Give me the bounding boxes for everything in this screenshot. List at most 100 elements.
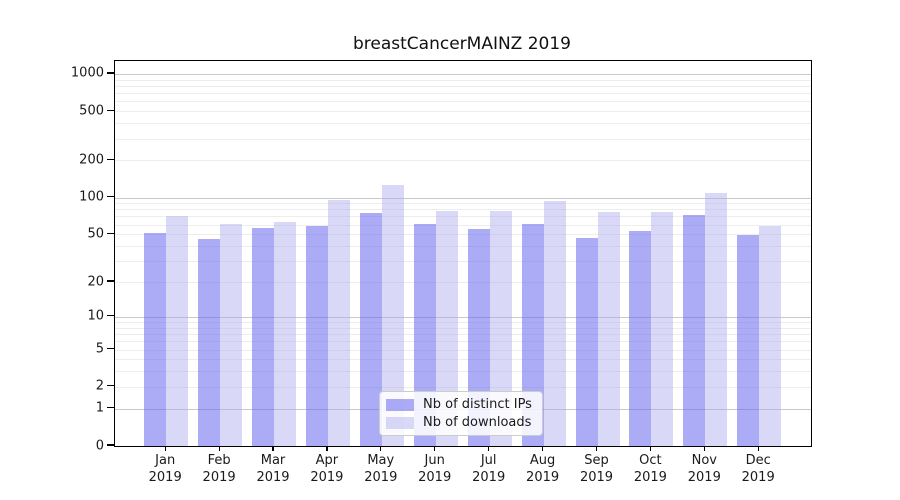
y-tick-label-1000: 1000: [70, 65, 104, 81]
y-tick-label-100: 100: [79, 189, 104, 205]
x-tick-oct: [649, 446, 651, 452]
minor-gridline-2: [115, 386, 811, 388]
x-tick-year-oct: 2019: [633, 469, 667, 485]
x-tick-label-oct: Oct 2019: [618, 453, 682, 486]
x-tick-label-apr: Apr 2019: [295, 453, 359, 486]
bar-dec-distinct-ips: [737, 235, 760, 446]
legend: Nb of distinct IPs Nb of downloads: [379, 391, 543, 436]
y-tick-100: [107, 195, 114, 198]
legend-item-distinct-ips: Nb of distinct IPs: [386, 397, 536, 412]
bar-aug-distinct-ips: [521, 223, 544, 446]
major-gridline-10: [115, 316, 811, 318]
bar-jan-distinct-ips: [144, 233, 167, 446]
x-tick-label-mar: Mar 2019: [241, 453, 305, 486]
y-tick-label-500: 500: [79, 103, 104, 119]
x-tick-month-nov: Nov: [691, 453, 717, 468]
x-tick-jul: [488, 446, 490, 452]
minor-gridline-40: [115, 246, 811, 247]
plot-area: [114, 60, 812, 447]
bar-sep-downloads: [597, 212, 620, 446]
x-tick-aug: [541, 446, 544, 452]
x-tick-label-may: May 2019: [349, 453, 413, 486]
x-tick-year-jul: 2019: [472, 469, 506, 485]
major-gridline-1000: [115, 73, 811, 75]
legend-swatch-downloads: [386, 416, 414, 429]
bar-mar-distinct-ips: [252, 228, 274, 446]
x-tick-year-jun: 2019: [418, 469, 452, 485]
bar-aug-downloads: [543, 201, 566, 446]
major-gridline-100: [115, 197, 811, 199]
bar-may-distinct-ips: [359, 212, 382, 446]
y-tick-label-200: 200: [79, 152, 104, 168]
x-tick-label-dec: Dec 2019: [726, 453, 790, 486]
x-tick-label-aug: Aug 2019: [511, 453, 575, 486]
y-tick-label-10: 10: [87, 308, 104, 324]
bar-feb-distinct-ips: [198, 238, 221, 446]
x-tick-month-aug: Aug: [529, 453, 556, 468]
x-tick-nov: [703, 446, 705, 452]
x-tick-may: [380, 446, 382, 452]
x-tick-label-jun: Jun 2019: [403, 453, 467, 486]
y-tick-0: [107, 444, 114, 446]
x-tick-label-nov: Nov 2019: [672, 453, 736, 486]
x-tick-month-may: May: [367, 453, 395, 468]
minor-gridline-90: [115, 203, 811, 205]
bar-nov-distinct-ips: [683, 214, 706, 446]
x-tick-year-nov: 2019: [687, 469, 721, 485]
minor-gridline-500: [115, 111, 811, 113]
x-tick-month-oct: Oct: [639, 453, 662, 468]
y-tick-label-0: 0: [95, 438, 104, 453]
x-tick-month-feb: Feb: [207, 453, 231, 468]
minor-gridline-9: [115, 322, 811, 323]
y-tick-1000: [107, 72, 114, 74]
minor-gridline-8: [115, 327, 811, 329]
x-tick-month-mar: Mar: [260, 453, 286, 468]
x-tick-label-jul: Jul 2019: [457, 453, 521, 486]
y-tick-label-5: 5: [95, 341, 104, 357]
legend-swatch-distinct-ips: [386, 398, 414, 411]
minor-gridline-800: [115, 85, 811, 87]
minor-gridline-5: [115, 349, 811, 351]
x-tick-year-aug: 2019: [526, 469, 560, 485]
x-tick-year-sep: 2019: [579, 469, 614, 485]
minor-gridline-4: [115, 359, 811, 361]
bar-nov-downloads: [705, 193, 728, 446]
minor-gridline-900: [115, 79, 811, 81]
x-tick-apr: [326, 446, 328, 452]
minor-gridline-20: [115, 282, 811, 283]
x-tick-sep: [595, 446, 598, 452]
x-tick-year-apr: 2019: [310, 469, 344, 485]
bar-oct-downloads: [651, 212, 674, 446]
y-tick-1: [107, 407, 114, 409]
bar-feb-downloads: [220, 223, 243, 446]
x-tick-month-jun: Jun: [424, 453, 445, 468]
bar-mar-downloads: [274, 222, 296, 446]
bar-jul-downloads: [489, 211, 512, 446]
x-tick-label-jan: Jan 2019: [133, 453, 197, 486]
y-tick-label-2: 2: [95, 378, 104, 394]
legend-item-downloads: Nb of downloads: [386, 415, 536, 430]
bar-jan-downloads: [166, 215, 189, 446]
minor-gridline-200: [115, 160, 811, 162]
chart-title: breastCancerMAINZ 2019: [352, 34, 571, 54]
x-tick-year-mar: 2019: [256, 469, 290, 485]
y-tick-label-50: 50: [87, 226, 104, 242]
minor-gridline-400: [115, 123, 811, 125]
bar-jun-downloads: [435, 210, 458, 446]
bar-jun-distinct-ips: [413, 223, 436, 446]
x-tick-month-jul: Jul: [480, 453, 497, 468]
bar-apr-distinct-ips: [305, 226, 328, 446]
bar-apr-downloads: [327, 200, 350, 446]
x-tick-dec: [757, 446, 759, 452]
legend-label-downloads: Nb of downloads: [423, 415, 532, 430]
bar-sep-distinct-ips: [575, 237, 598, 446]
x-tick-month-dec: Dec: [745, 453, 771, 468]
x-tick-month-apr: Apr: [315, 453, 339, 468]
y-tick-label-1: 1: [95, 400, 104, 416]
legend-label-distinct-ips: Nb of distinct IPs: [423, 397, 532, 412]
y-tick-5: [107, 347, 114, 350]
y-tick-200: [107, 158, 114, 161]
bar-dec-downloads: [759, 225, 782, 446]
minor-gridline-300: [115, 138, 811, 140]
